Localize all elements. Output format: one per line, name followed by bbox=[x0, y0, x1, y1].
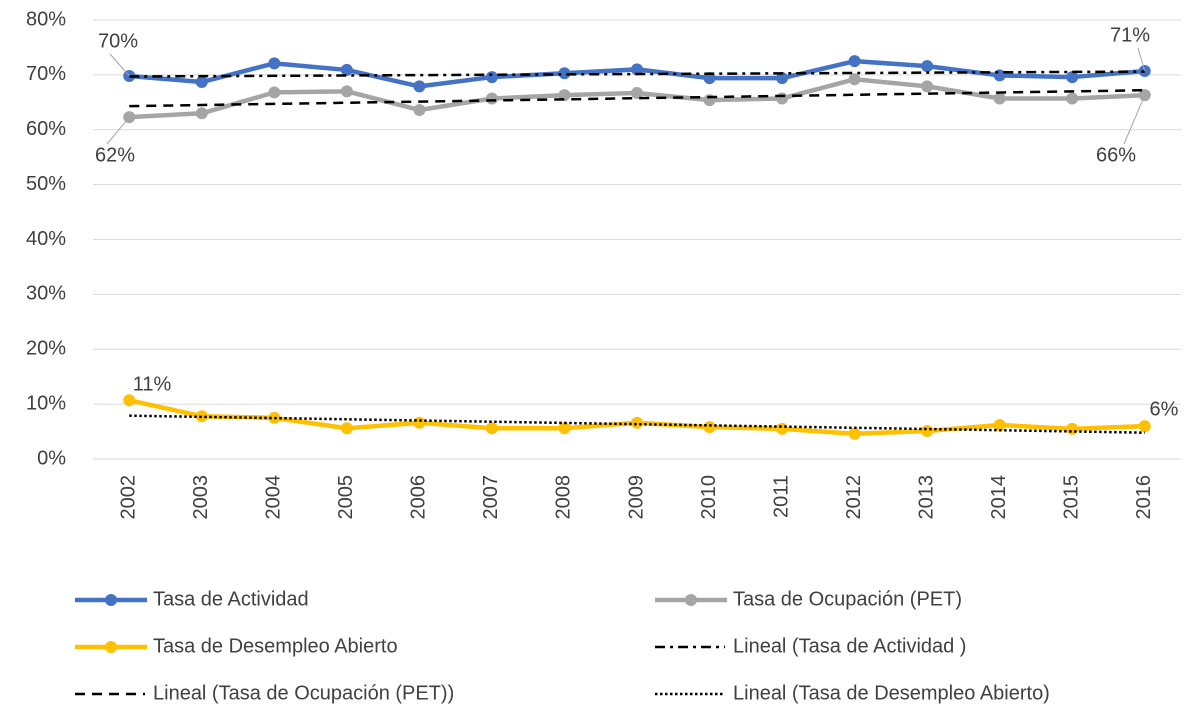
x-tick-label: 2015 bbox=[1060, 475, 1082, 520]
data-point bbox=[631, 416, 643, 429]
leader-line bbox=[1123, 94, 1146, 145]
data-point bbox=[268, 86, 281, 99]
data-label: 70% bbox=[98, 30, 138, 52]
x-tick-label: 2006 bbox=[408, 475, 430, 520]
data-point bbox=[485, 71, 498, 84]
legend-marker bbox=[105, 641, 117, 653]
legend-label: Tasa de Ocupación (PET) bbox=[733, 588, 962, 610]
y-tick-label: 20% bbox=[26, 338, 66, 360]
data-label: 11% bbox=[133, 373, 172, 395]
leader-line bbox=[1137, 47, 1146, 72]
data-point bbox=[993, 92, 1006, 105]
y-tick-label: 50% bbox=[26, 173, 66, 195]
legend-label: Tasa de Actividad bbox=[153, 588, 309, 610]
y-tick-label: 10% bbox=[26, 392, 66, 414]
data-point bbox=[413, 416, 426, 429]
data-point bbox=[1138, 420, 1151, 433]
data-point bbox=[1066, 71, 1079, 84]
data-point bbox=[848, 55, 861, 68]
y-tick-label: 60% bbox=[26, 118, 66, 140]
data-point bbox=[703, 72, 716, 85]
legend-label: Tasa de Desempleo Abierto bbox=[153, 635, 398, 657]
data-point bbox=[1066, 92, 1079, 105]
data-point bbox=[848, 73, 861, 86]
x-tick-label: 2003 bbox=[190, 475, 212, 520]
legend-label: Lineal (Tasa de Actividad ) bbox=[733, 635, 966, 657]
x-tick-label: 2014 bbox=[988, 475, 1010, 520]
leader-line bbox=[106, 116, 130, 145]
x-tick-label: 2011 bbox=[770, 475, 792, 518]
data-point bbox=[776, 422, 789, 435]
data-point bbox=[485, 92, 498, 105]
x-tick-label: 2004 bbox=[263, 475, 285, 520]
data-point bbox=[123, 394, 136, 407]
data-point bbox=[776, 92, 789, 105]
data-point bbox=[631, 63, 643, 76]
legend-marker bbox=[105, 594, 117, 606]
data-point bbox=[485, 422, 498, 435]
x-tick-label: 2009 bbox=[625, 475, 647, 520]
data-point bbox=[340, 422, 353, 435]
data-point bbox=[776, 72, 789, 85]
x-tick-label: 2012 bbox=[843, 475, 865, 520]
x-tick-label: 2013 bbox=[915, 475, 937, 520]
data-point bbox=[340, 63, 353, 76]
y-tick-label: 0% bbox=[37, 447, 66, 469]
y-tick-label: 80% bbox=[26, 8, 66, 30]
data-point bbox=[340, 85, 353, 98]
x-tick-label: 2005 bbox=[335, 475, 357, 520]
data-point bbox=[921, 60, 934, 73]
x-tick-label: 2016 bbox=[1133, 475, 1155, 520]
data-point bbox=[558, 67, 571, 80]
data-point bbox=[631, 86, 643, 99]
y-tick-label: 30% bbox=[26, 283, 66, 305]
data-point bbox=[558, 422, 571, 435]
data-point bbox=[413, 103, 426, 116]
x-tick-label: 2010 bbox=[698, 475, 720, 520]
data-point bbox=[921, 425, 934, 438]
x-tick-label: 2002 bbox=[118, 475, 140, 520]
data-label: 66% bbox=[1096, 144, 1136, 166]
data-point bbox=[268, 57, 281, 70]
data-point bbox=[848, 427, 861, 440]
legend-label: Lineal (Tasa de Desempleo Abierto) bbox=[733, 682, 1050, 704]
y-tick-label: 70% bbox=[26, 63, 66, 85]
x-tick-label: 2007 bbox=[480, 475, 502, 520]
data-point bbox=[703, 421, 716, 434]
data-point bbox=[195, 107, 208, 120]
leader-line bbox=[109, 53, 130, 77]
y-tick-label: 40% bbox=[26, 228, 66, 250]
data-label: 6% bbox=[1150, 398, 1179, 420]
trend-line bbox=[129, 414, 1145, 434]
x-tick-label: 2008 bbox=[553, 475, 575, 520]
data-point bbox=[921, 80, 934, 93]
data-point bbox=[1066, 422, 1079, 435]
trend-line bbox=[129, 70, 1145, 78]
data-point bbox=[195, 410, 208, 423]
legend-marker bbox=[685, 594, 697, 606]
data-point bbox=[413, 80, 426, 93]
data-label: 62% bbox=[95, 144, 135, 166]
data-point bbox=[993, 418, 1006, 431]
data-point bbox=[195, 76, 208, 89]
legend-label: Lineal (Tasa de Ocupación (PET)) bbox=[153, 682, 454, 704]
data-label: 71% bbox=[1110, 24, 1150, 46]
